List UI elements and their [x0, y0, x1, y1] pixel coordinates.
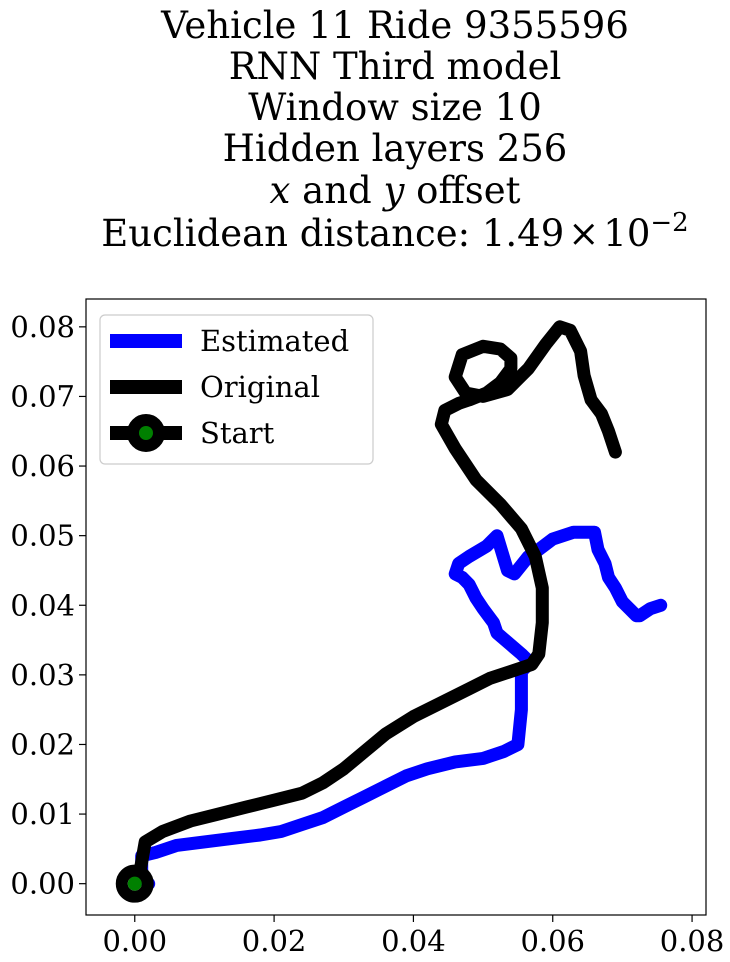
y-tick-label: 0.05: [10, 519, 75, 553]
x-tick-label: 0.08: [660, 924, 725, 958]
y-axis: 0.00 0.01 0.02 0.03 0.04 0.05 0.06 0.07 0.08: [10, 310, 86, 901]
title-distance-prefix: Euclidean distance:: [101, 212, 482, 255]
x-tick-label: 0.02: [242, 924, 307, 958]
y-tick-label: 0.06: [10, 449, 75, 483]
title-line-5: x and y offset: [270, 169, 521, 212]
y-tick-label: 0.04: [10, 588, 75, 622]
title-distance-mantissa: 1.49: [482, 212, 564, 255]
axes-frame: [85, 298, 707, 916]
start-marker-ring: [115, 864, 154, 903]
title-and-word: and: [290, 169, 383, 212]
title-line-2: RNN Third model: [229, 45, 562, 88]
chart-title: Vehicle 11 Ride 9355596 RNN Third model …: [101, 4, 688, 255]
series-estimated-line: [135, 525, 668, 891]
plot-area: [115, 320, 668, 903]
legend-original-label: Original: [200, 370, 320, 404]
x-tick-label: 0.00: [102, 924, 167, 958]
title-y-symbol: y: [382, 169, 406, 212]
series-original-line: [128, 320, 622, 891]
x-axis: 0.00 0.02 0.04 0.06 0.08: [102, 915, 724, 958]
y-tick-label: 0.07: [10, 379, 75, 413]
title-line-1: Vehicle 11 Ride 9355596: [160, 4, 629, 47]
title-distance-base: 10: [603, 212, 650, 255]
y-tick-label: 0.08: [10, 310, 75, 344]
legend-start-label: Start: [200, 416, 275, 450]
title-distance-exponent: −2: [650, 208, 688, 238]
title-x-symbol: x: [270, 169, 291, 212]
start-marker-dot: [127, 876, 142, 891]
y-tick-label: 0.02: [10, 727, 75, 761]
y-tick-label: 0.03: [10, 658, 75, 692]
title-times-sign: ×: [568, 212, 599, 255]
legend-start-marker-dot: [139, 426, 153, 440]
y-tick-label: 0.01: [10, 797, 75, 831]
title-offset-word: offset: [404, 169, 520, 212]
y-tick-label: 0.00: [10, 867, 75, 901]
title-line-4: Hidden layers 256: [223, 127, 568, 170]
title-line-3: Window size 10: [248, 86, 542, 129]
x-tick-label: 0.06: [520, 924, 585, 958]
legend-estimated-label: Estimated: [200, 324, 349, 358]
x-tick-label: 0.04: [381, 924, 446, 958]
title-line-6: Euclidean distance: 1.49 × 10−2: [101, 208, 688, 255]
legend: Estimated Original Start: [99, 314, 374, 465]
legend-start-marker-ring: [127, 414, 165, 452]
